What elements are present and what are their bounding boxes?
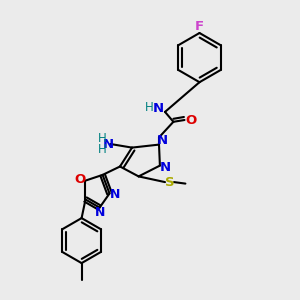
Text: O: O bbox=[74, 173, 86, 186]
Text: H: H bbox=[145, 101, 154, 114]
Text: H: H bbox=[98, 131, 106, 145]
Text: F: F bbox=[195, 20, 204, 33]
Text: N: N bbox=[110, 188, 120, 201]
Text: N: N bbox=[102, 137, 114, 151]
Text: S: S bbox=[165, 176, 174, 189]
Text: N: N bbox=[153, 102, 164, 115]
Text: H: H bbox=[98, 143, 106, 156]
Text: O: O bbox=[185, 113, 196, 127]
Text: N: N bbox=[156, 134, 168, 147]
Text: N: N bbox=[94, 206, 105, 220]
Text: N: N bbox=[160, 160, 171, 174]
